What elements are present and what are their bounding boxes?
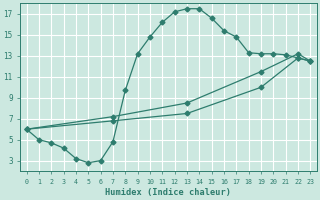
X-axis label: Humidex (Indice chaleur): Humidex (Indice chaleur) bbox=[106, 188, 231, 197]
